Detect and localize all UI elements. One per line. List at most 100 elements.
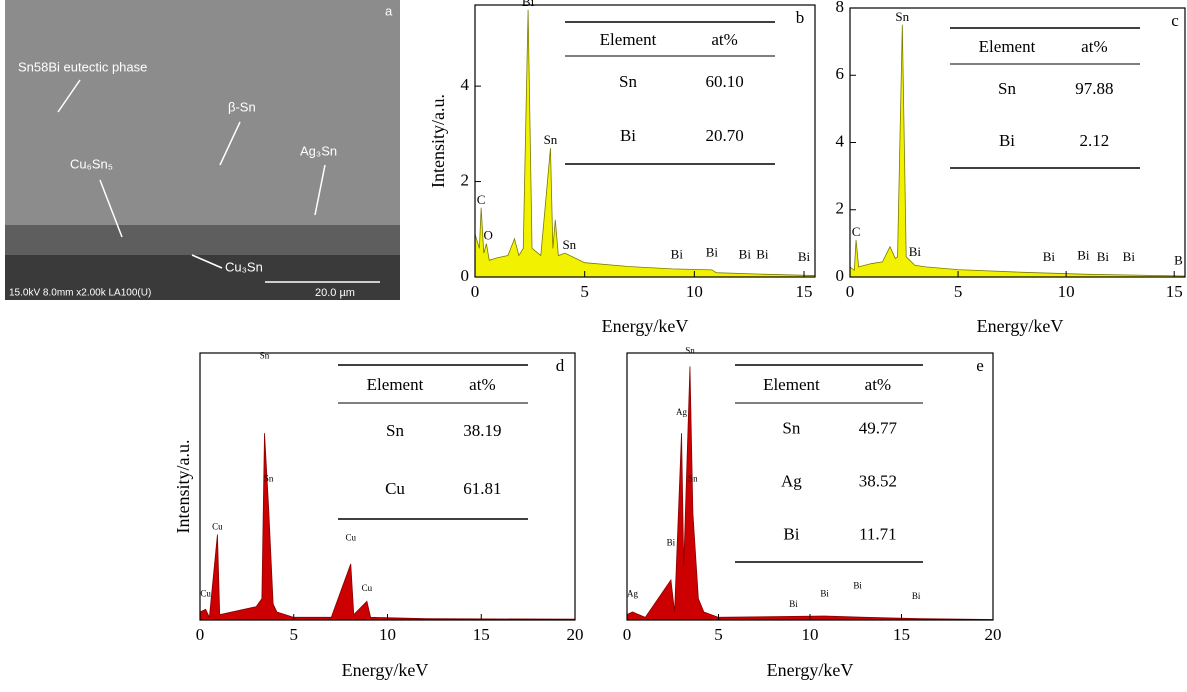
sem-info: 15.0kV 8.0mm x2.00k LA100(U) <box>9 288 151 299</box>
table-header: Element <box>367 375 424 394</box>
peak-label: Bi <box>522 0 535 9</box>
x-tick-label: 15 <box>796 282 813 301</box>
x-tick-label: 20 <box>985 625 1002 644</box>
x-tick-label: 5 <box>290 625 299 644</box>
peak-label: O <box>483 228 492 243</box>
sem-label: β-Sn <box>228 99 256 114</box>
table-cell: Sn <box>619 72 637 91</box>
spectrum <box>849 24 1186 278</box>
table-cell: 11.71 <box>859 524 897 543</box>
x-tick-label: 10 <box>686 282 703 301</box>
y-axis-label: Intensity/a.u. <box>173 440 193 534</box>
x-axis-label: Energy/keV <box>767 660 854 680</box>
table-cell: Bi <box>620 126 636 145</box>
table-header: Element <box>600 30 657 49</box>
table-cell: Sn <box>998 79 1016 98</box>
peak-label: Bi <box>909 244 922 259</box>
y-tick-label: 2 <box>836 199 845 218</box>
peak-label: Bi <box>1097 249 1110 264</box>
peak-label: Bi <box>1123 249 1136 264</box>
peak-label: Cu <box>212 522 223 532</box>
arrows <box>57 79 380 283</box>
table-cell: 38.19 <box>463 421 501 440</box>
peak-label: Bi <box>667 538 676 548</box>
y-tick-label: 4 <box>836 131 845 150</box>
panel-label: c <box>1171 11 1179 30</box>
peak-label: Bi <box>798 249 811 264</box>
x-tick-label: 15 <box>893 625 910 644</box>
sem-label: Cu₆Sn₅ <box>70 156 113 171</box>
spectrum <box>626 366 994 621</box>
peak-label: Sn <box>895 9 909 24</box>
peak-label: Bi <box>820 588 829 598</box>
peak-label: Sn <box>544 132 558 147</box>
plot-frame <box>474 4 816 278</box>
y-tick-label: 2 <box>461 170 470 189</box>
peak-label: C <box>852 224 861 239</box>
peak-label: Bi <box>706 244 719 259</box>
x-tick-label: 0 <box>196 625 205 644</box>
x-axis-label: Energy/keV <box>977 316 1064 336</box>
peak-label: Cu <box>200 588 211 598</box>
x-axis-label: Energy/keV <box>342 660 429 680</box>
peak-label: Ag <box>676 407 687 417</box>
panel-label: b <box>796 8 805 27</box>
x-tick-label: 15 <box>1166 282 1183 301</box>
sem-label: Sn58Bi eutectic phase <box>18 59 147 74</box>
y-tick-label: 0 <box>461 266 470 285</box>
peak-label: Sn <box>562 237 576 252</box>
x-tick-label: 5 <box>714 625 723 644</box>
peak-label: Ag <box>627 588 638 598</box>
peak-label: C <box>477 192 486 207</box>
panel-label: a <box>385 3 393 18</box>
sem-image: a Sn58Bi eutectic phase β-Sn Ag₃Sn Cu₆Sn… <box>5 0 400 300</box>
imc-layer <box>5 225 400 255</box>
peak-label: B <box>1174 253 1183 268</box>
spectrum <box>199 433 576 621</box>
peak-label: Sn <box>260 351 270 361</box>
y-tick-label: 4 <box>461 75 470 94</box>
table-cell: Sn <box>782 418 800 437</box>
peak-label: Bi <box>756 247 769 262</box>
peak-label: Cu <box>345 532 356 542</box>
x-tick-label: 0 <box>623 625 632 644</box>
panel-label: d <box>556 356 565 375</box>
x-tick-label: 10 <box>1058 282 1075 301</box>
table-header: Element <box>979 37 1036 56</box>
table-header: at% <box>469 375 495 394</box>
table-cell: 61.81 <box>463 479 501 498</box>
peak-label: Bi <box>912 591 921 601</box>
substrate <box>5 255 400 300</box>
x-tick-label: 20 <box>567 625 584 644</box>
x-axis-label: Energy/keV <box>602 316 689 336</box>
table-cell: 49.77 <box>859 418 898 437</box>
peak-label: Cu <box>362 583 373 593</box>
x-tick-label: 0 <box>846 282 855 301</box>
table-cell: 97.88 <box>1075 79 1113 98</box>
table-cell: Bi <box>783 524 799 543</box>
peak-label: Bi <box>1077 248 1090 263</box>
table-header: at% <box>865 375 891 394</box>
table-cell: Sn <box>386 421 404 440</box>
y-axis-label: Intensity/a.u. <box>428 94 448 188</box>
x-tick-label: 5 <box>580 282 589 301</box>
table-cell: Bi <box>999 131 1015 150</box>
table-cell: 20.70 <box>705 126 743 145</box>
peak-label: Sn <box>688 474 698 484</box>
spectrum <box>474 9 816 278</box>
sem-label: Ag₃Sn <box>300 143 337 158</box>
table-header: at% <box>1081 37 1107 56</box>
panel-label: e <box>976 356 984 375</box>
table-cell: Cu <box>385 479 405 498</box>
table-cell: 60.10 <box>705 72 743 91</box>
peak-label: Bi <box>671 247 684 262</box>
table-cell: 38.52 <box>859 471 897 490</box>
peak-label: Sn <box>685 345 695 355</box>
table-cell: Ag <box>781 471 802 490</box>
table-header: at% <box>711 30 737 49</box>
y-tick-label: 6 <box>836 64 845 83</box>
table-header: Element <box>763 375 820 394</box>
peak-label: Bi <box>853 580 862 590</box>
y-tick-label: 0 <box>836 266 845 285</box>
